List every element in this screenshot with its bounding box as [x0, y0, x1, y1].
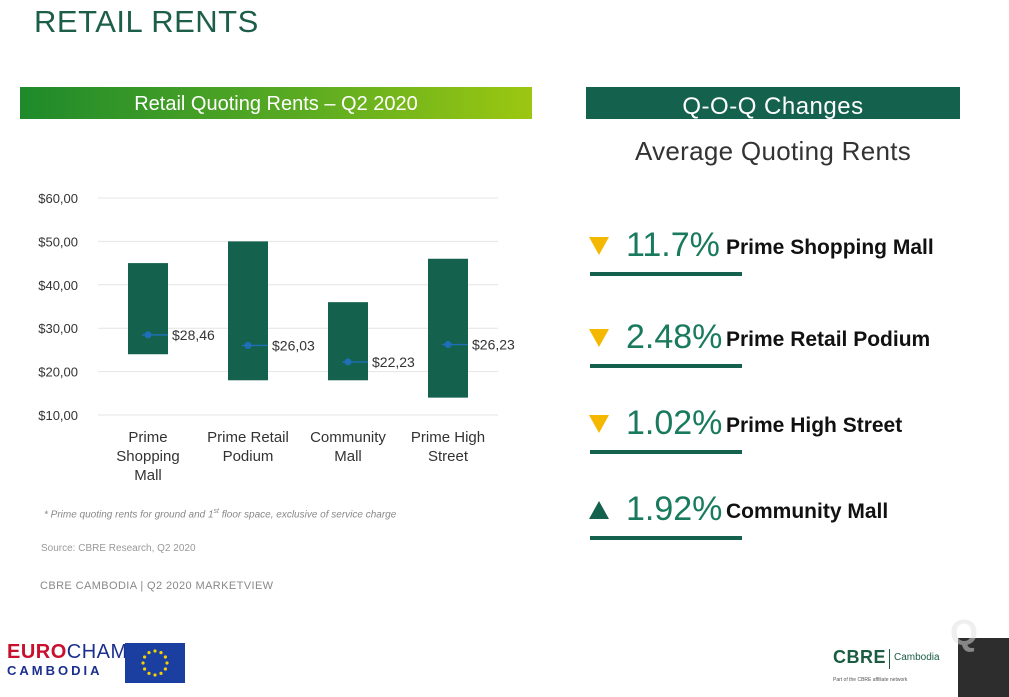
x-tick-label: Prime Retail Podium: [207, 429, 289, 465]
average-data-label: $22,23: [372, 354, 415, 370]
y-tick-label: $60,00: [38, 191, 78, 206]
qoq-subtitle: Average Quoting Rents: [634, 136, 912, 166]
footnote-superscript: st: [213, 508, 219, 515]
y-tick-label: $50,00: [38, 234, 78, 249]
x-axis-labels: Prime Shopping Mall Prime Retail Podium Commu…: [116, 429, 485, 484]
cbre-separator: [889, 649, 890, 669]
bar-series: [128, 241, 468, 398]
qoq-change-value: 1.92%: [626, 490, 723, 528]
eurocham-logo: EUROCHAM CAMBODIA: [7, 641, 127, 679]
x-tick-label: Prime High Street: [411, 429, 485, 465]
qoq-underline: [590, 536, 742, 540]
watermark-icon: Q: [950, 612, 979, 653]
triangle-down-icon: [589, 237, 609, 255]
eu-star: [147, 671, 151, 675]
average-marker: [444, 341, 452, 349]
qoq-underline: [590, 364, 742, 368]
average-marker: [344, 358, 352, 366]
eu-star: [147, 651, 151, 655]
average-markers: $28,46 $26,03 $22,23 $26,23: [142, 327, 515, 370]
corner-overlay: [958, 638, 1009, 697]
qoq-change-label: Community Mall: [726, 500, 889, 523]
chart-title-banner: Retail Quoting Rents – Q2 2020: [20, 87, 532, 119]
cbre-tagline: Part of the CBRE affiliate network: [833, 677, 908, 683]
chart-footnote: * Prime quoting rents for ground and 1st…: [44, 508, 396, 520]
marketview-label: CBRE CAMBODIA | Q2 2020 MARKETVIEW: [40, 580, 274, 592]
y-tick-label: $30,00: [38, 321, 78, 336]
average-data-label: $26,03: [272, 337, 315, 353]
triangle-up-icon: [589, 501, 609, 519]
eu-star: [153, 673, 157, 677]
average-data-label: $26,23: [472, 337, 515, 353]
y-tick-label: $40,00: [38, 278, 78, 293]
eurocham-cham-text: CHAM: [66, 641, 128, 663]
qoq-change-label: Prime Retail Podium: [726, 328, 931, 351]
eu-star: [159, 651, 163, 655]
footnote-text: * Prime quoting rents for ground and 1: [44, 509, 214, 521]
triangle-down-icon: [589, 415, 609, 433]
qoq-change-value: 11.7%: [626, 226, 720, 264]
eu-star: [143, 655, 147, 659]
range-bar: [228, 241, 268, 381]
qoq-underline: [590, 450, 742, 454]
eu-star: [163, 655, 167, 659]
source-note: Source: CBRE Research, Q2 2020: [41, 543, 196, 554]
eu-star: [163, 667, 167, 671]
eu-star: [141, 661, 145, 665]
qoq-underline: [590, 272, 742, 276]
qoq-change-value: 1.02%: [626, 404, 723, 442]
qoq-change-value: 2.48%: [626, 318, 723, 356]
average-data-label: $28,46: [172, 327, 215, 343]
eu-star: [165, 661, 169, 665]
rent-range-chart: $10,00 $20,00 $30,00 $40,00 $50,00 $60,00 $28…: [38, 191, 515, 484]
page-title: RETAIL RENTS: [34, 4, 259, 39]
y-tick-label: $10,00: [38, 408, 78, 423]
range-bar: [428, 258, 468, 398]
range-bar: [328, 302, 368, 381]
qoq-changes-banner: Q-O-Q Changes: [586, 87, 960, 120]
eu-star: [153, 649, 157, 653]
footnote-text-end: floor space, exclusive of service charge: [219, 509, 397, 521]
qoq-change-label: Prime High Street: [726, 414, 903, 437]
cbre-wordmark: CBRE: [833, 647, 887, 667]
y-axis-ticks: $10,00 $20,00 $30,00 $40,00 $50,00 $60,00: [38, 191, 78, 423]
eurocham-cambodia-text: CAMBODIA: [7, 663, 103, 678]
eu-flag-icon: [125, 643, 185, 683]
eu-star: [159, 671, 163, 675]
x-tick-label: Prime Shopping Mall: [116, 429, 179, 484]
range-bar: [128, 263, 168, 355]
average-marker: [144, 331, 152, 339]
eu-star: [143, 667, 147, 671]
x-tick-label: Community Mall: [310, 429, 386, 465]
triangle-down-icon: [589, 329, 609, 347]
average-marker: [244, 341, 252, 349]
y-tick-label: $20,00: [38, 365, 78, 380]
cbre-logo: CBRE Cambodia Part of the CBRE affiliate…: [833, 645, 943, 685]
eurocham-euro-text: EURO: [7, 641, 67, 663]
cbre-cambodia-text: Cambodia: [894, 652, 940, 663]
qoq-change-label: Prime Shopping Mall: [726, 236, 934, 259]
